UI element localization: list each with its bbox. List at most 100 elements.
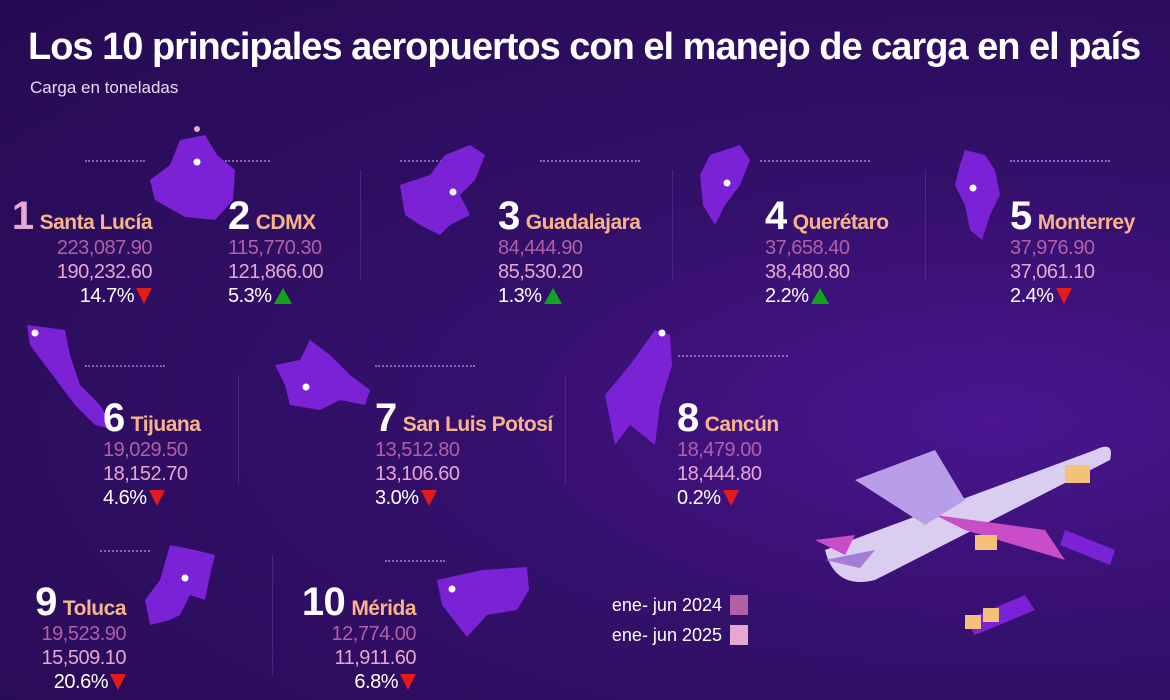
map-queretaro — [700, 145, 750, 225]
divider — [360, 170, 361, 280]
rank: 6 — [103, 396, 125, 440]
airport-name: Guadalajara — [525, 211, 641, 234]
dotted-line — [1010, 160, 1110, 162]
page-title: Los 10 principales aeropuertos con el ma… — [28, 26, 1141, 68]
change-percent: 1.3% — [498, 285, 542, 307]
rank: 2 — [228, 194, 250, 238]
down-arrow-icon — [400, 674, 416, 690]
dotted-line — [540, 160, 640, 162]
down-arrow-icon — [110, 674, 126, 690]
value-2024: 37,976.90 — [1010, 237, 1095, 259]
value-2024: 19,029.50 — [103, 439, 188, 461]
airport-card-6: 6 Tijuana 19,029.50 18,152.70 4.6% — [103, 396, 201, 510]
value-2025: 38,480.80 — [765, 261, 850, 283]
legend: ene- jun 2024 ene- jun 2025 — [600, 590, 748, 650]
airport-card-2: 2 CDMX 115,770.30 121,866.00 5.3% — [228, 194, 324, 308]
map-tijuana — [27, 325, 115, 430]
value-2025: 18,444.80 — [677, 463, 762, 485]
rank: 5 — [1010, 194, 1032, 238]
value-2025: 18,152.70 — [103, 463, 188, 485]
airport-card-1: 1 Santa Lucía 223,087.90 190,232.60 14.7% — [11, 194, 153, 308]
down-arrow-icon — [1055, 288, 1072, 304]
map-san-luis-potosi — [275, 340, 370, 410]
dotted-line — [85, 365, 165, 367]
value-2024: 223,087.90 — [56, 237, 153, 259]
airport-card-10: 10 Mérida 12,774.00 11,911.60 6.8% — [301, 580, 417, 694]
value-2025: 121,866.00 — [228, 261, 324, 283]
legend-swatch-2024 — [730, 595, 748, 615]
map-santa-lucia — [150, 126, 235, 220]
rank: 4 — [765, 194, 787, 238]
legend-label-2024: ene- jun 2024 — [611, 594, 722, 615]
change-percent: 20.6% — [53, 671, 109, 693]
airport-card-7: 7 San Luis Potosí 13,512.80 13,106.60 3.0… — [375, 398, 553, 510]
airport-name: Cancún — [704, 413, 780, 436]
dotted-line — [678, 355, 788, 357]
rank: 10 — [301, 580, 346, 624]
down-arrow-icon — [136, 288, 152, 304]
airport-name: CDMX — [255, 211, 316, 234]
value-2025: 13,106.60 — [375, 463, 460, 485]
cargo-airplane-illustration — [815, 446, 1115, 635]
change-percent: 6.8% — [354, 671, 398, 693]
value-2024: 19,523.90 — [41, 623, 127, 645]
airport-name: Santa Lucía — [39, 211, 153, 234]
dotted-line — [760, 160, 870, 162]
dotted-line — [400, 160, 470, 162]
down-arrow-icon — [722, 490, 739, 506]
airport-name: Toluca — [62, 597, 127, 620]
map-toluca — [145, 545, 215, 625]
change-percent: 0.2% — [677, 487, 721, 509]
up-arrow-icon — [810, 288, 829, 304]
airport-card-5: 5 Monterrey 37,976.90 37,061.10 2.4% — [1010, 196, 1135, 308]
dotted-line — [100, 550, 150, 552]
map-monterrey — [955, 150, 1000, 240]
change-percent: 14.7% — [79, 285, 135, 307]
airport-name: Monterrey — [1037, 211, 1136, 234]
airport-card-4: 4 Querétaro 37,658.40 38,480.80 2.2% — [765, 196, 889, 308]
airport-card-3: 3 Guadalajara 84,444.90 85,530.20 1.3% — [498, 194, 641, 308]
value-2024: 84,444.90 — [498, 237, 583, 259]
divider — [565, 375, 566, 485]
dotted-line — [385, 560, 445, 562]
change-percent: 4.6% — [103, 487, 147, 509]
up-arrow-icon — [543, 288, 562, 304]
value-2025: 190,232.60 — [56, 261, 153, 283]
change-percent: 5.3% — [228, 285, 272, 307]
value-2024: 12,774.00 — [331, 623, 417, 645]
subtitle: Carga en toneladas — [30, 78, 179, 97]
divider — [672, 170, 673, 280]
rank: 3 — [498, 194, 520, 238]
change-percent: 3.0% — [375, 487, 419, 509]
up-arrow-icon — [273, 288, 292, 304]
rank: 7 — [375, 396, 397, 440]
value-2024: 115,770.30 — [228, 237, 322, 259]
value-2025: 11,911.60 — [334, 647, 416, 669]
legend-swatch-2025 — [730, 625, 748, 645]
down-arrow-icon — [148, 490, 165, 506]
legend-label-2025: ene- jun 2025 — [611, 624, 722, 645]
map-merida — [437, 567, 529, 637]
airport-name: Mérida — [351, 597, 416, 620]
value-2024: 37,658.40 — [765, 237, 850, 259]
divider — [272, 555, 273, 675]
value-2024: 18,479.00 — [677, 439, 762, 461]
value-2025: 85,530.20 — [498, 261, 583, 283]
dotted-line — [225, 160, 270, 162]
value-2025: 15,509.10 — [41, 647, 127, 669]
airport-name: Querétaro — [792, 211, 889, 234]
down-arrow-icon — [420, 490, 437, 506]
dotted-line — [85, 160, 145, 162]
rank: 9 — [35, 580, 57, 624]
dotted-line — [375, 365, 475, 367]
divider — [238, 375, 239, 485]
rank: 1 — [11, 194, 34, 238]
divider — [925, 170, 926, 280]
value-2025: 37,061.10 — [1010, 261, 1095, 283]
rank: 8 — [677, 396, 699, 440]
value-2024: 13,512.80 — [375, 439, 460, 461]
airport-name: San Luis Potosí — [402, 413, 554, 436]
change-percent: 2.2% — [765, 285, 809, 307]
map-cancun — [605, 329, 672, 445]
airport-card-9: 9 Toluca 19,523.90 15,509.10 20.6% — [35, 582, 126, 694]
